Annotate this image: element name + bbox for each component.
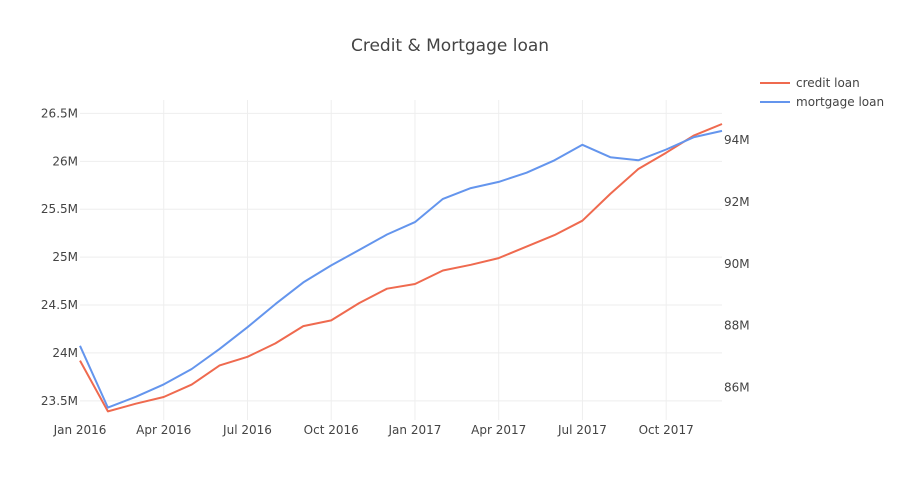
y2-tick-label: 90M	[724, 257, 750, 271]
series-layer	[79, 123, 723, 413]
y-tick-label: 25M	[52, 250, 78, 264]
x-tick-label: Oct 2016	[304, 423, 359, 437]
x-tick-label: Apr 2017	[471, 423, 526, 437]
y-tick-label: 24M	[52, 346, 78, 360]
y-tick-label: 23.5M	[41, 394, 78, 408]
y-tick-label: 26M	[52, 154, 78, 168]
grid-layer	[80, 100, 722, 420]
x-tick-label: Apr 2016	[136, 423, 191, 437]
x-tick-label: Jul 2017	[557, 423, 607, 437]
y-tick-label: 26.5M	[41, 106, 78, 120]
axis-layer: Jan 2016 Apr 2016 Jul 2016 Oct 2016 Jan 2017…	[41, 106, 750, 437]
x-tick-label: Jan 2016	[53, 423, 107, 437]
y-tick-label: 25.5M	[41, 202, 78, 216]
legend-label: credit loan	[796, 76, 860, 90]
x-tick-label: Jan 2017	[388, 423, 442, 437]
chart-title: Credit & Mortgage loan	[351, 36, 549, 56]
legend[interactable]: credit loan mortgage loan	[760, 76, 884, 109]
legend-item-credit-loan[interactable]: credit loan	[760, 76, 860, 90]
legend-label: mortgage loan	[796, 95, 884, 109]
y2-tick-label: 92M	[724, 195, 750, 209]
x-tick-label: Oct 2017	[639, 423, 694, 437]
series-line-credit-loan[interactable]	[79, 123, 723, 413]
y2-tick-label: 86M	[724, 381, 750, 395]
x-tick-label: Jul 2016	[222, 423, 272, 437]
y-tick-label: 24.5M	[41, 298, 78, 312]
series-line-mortgage-loan[interactable]	[79, 129, 723, 409]
legend-item-mortgage-loan[interactable]: mortgage loan	[760, 95, 884, 109]
y2-tick-label: 88M	[724, 319, 750, 333]
y2-tick-label: 94M	[724, 133, 750, 147]
